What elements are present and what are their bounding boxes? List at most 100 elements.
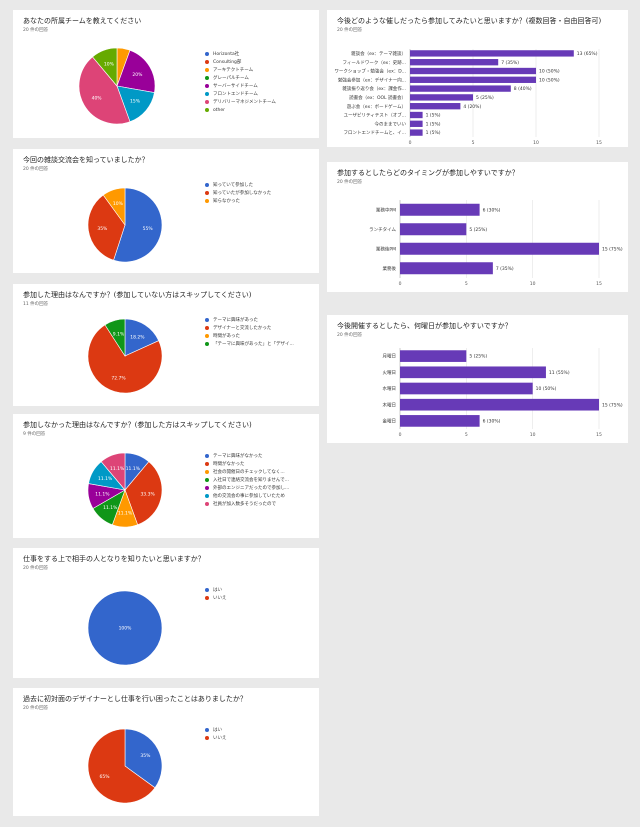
legend: Horizonta社 Consulting部 アーキテクトチーム グレーパルチーム サー… [205, 50, 276, 114]
legend-swatch [205, 108, 209, 112]
pie-chart-team: 20% 15% 40% 10% [78, 47, 156, 125]
legend-item: フロントエンドチーム [205, 90, 276, 98]
pie-slice [87, 728, 156, 804]
legend-item: いいえ [205, 734, 227, 742]
slice-label: 35% [140, 753, 151, 759]
legend-swatch [205, 326, 209, 330]
bar [400, 382, 533, 395]
legend-swatch [205, 502, 209, 506]
x-tick-label: 15 [596, 281, 602, 287]
bar [410, 50, 574, 57]
legend-item: Horizonta社 [205, 50, 276, 58]
bar-value-label: 10 (50%) [539, 69, 560, 75]
category-label: 遊ぶ会（ex：ボードゲーム） [347, 103, 406, 110]
bar [400, 350, 467, 362]
response-count: 20 件の回答 [337, 333, 363, 338]
chart-title: 参加した理由はなんですか？(参加していない方はスキップしてください) [23, 291, 252, 299]
legend-swatch [205, 454, 209, 458]
legend: テーマに興味がなかった 時間がなかった 社会の開催日のチェックしてなく... 入社日で… [205, 452, 289, 508]
x-tick-label: 0 [399, 281, 402, 287]
chart-title: 今回の雑談交流会を知っていましたか？ [23, 156, 149, 164]
bar [410, 94, 473, 101]
bar-value-label: 1 (5%) [426, 121, 441, 127]
category-label: 業務後PM [376, 245, 396, 252]
bar [400, 366, 546, 379]
bar [410, 59, 499, 66]
slice-label: 20% [132, 72, 143, 78]
slice-label: 65% [100, 774, 111, 780]
chart-title: 今後どのような催しだったら参加してみたいと思いますか？(複数回答・自由回答可) [337, 17, 602, 25]
legend-label: 知っていて参加した [213, 183, 254, 188]
legend-swatch [205, 486, 209, 490]
category-label: ワークショップ・勉強会（ex：D... [334, 68, 406, 75]
response-count: 20 件の回答 [337, 28, 363, 33]
legend-item: アーキテクトチーム [205, 66, 276, 74]
legend-label: 「テーマに興味があった」と「デザイ... [213, 342, 294, 347]
x-tick-label: 15 [596, 432, 602, 438]
legend-swatch [205, 596, 209, 600]
slice-label: 55% [143, 226, 154, 232]
response-count: 11 件の回答 [23, 302, 49, 307]
bar [400, 415, 480, 427]
bar-value-label: 10 (50%) [539, 77, 560, 83]
bar [400, 242, 599, 255]
bar-value-label: 5 (25%) [476, 95, 494, 101]
bar-value-label: 10 (50%) [536, 386, 557, 392]
legend-label: 他の交流会の事に参加していたため [213, 494, 285, 499]
x-tick-label: 5 [465, 281, 468, 287]
bar [400, 203, 480, 216]
pie-chart-designer: 35% 65% [87, 728, 163, 804]
bar-value-label: 6 (30%) [483, 419, 501, 425]
legend-swatch [205, 84, 209, 88]
x-tick-label: 5 [465, 432, 468, 438]
pie-chart-reason: 18.2% 72.7% 9.1% [87, 318, 163, 394]
legend-item: サーバーサイドチーム [205, 82, 276, 90]
bar-value-label: 1 (5%) [426, 130, 441, 136]
legend-label: フロントエンドチーム [213, 92, 258, 97]
legend-label: 社員が加入数多そうだったので [213, 502, 276, 507]
legend-item: はい [205, 586, 227, 594]
legend-label: いいえ [213, 736, 227, 741]
category-label: 勉強会参加（ex：デザイナー向... [338, 76, 406, 83]
bar [410, 120, 423, 127]
x-tick-label: 10 [533, 140, 539, 146]
slice-label: 11.1% [110, 466, 125, 472]
legend-item: other [205, 106, 276, 114]
response-count: 20 件の回答 [23, 167, 49, 172]
legend-label: はい [213, 588, 222, 593]
slice-label: 10% [113, 201, 124, 207]
legend-item: デリバリーマネジメントチーム [205, 98, 276, 106]
legend-swatch [205, 76, 209, 80]
legend-swatch [205, 342, 209, 346]
bar [400, 223, 467, 236]
bar [410, 76, 536, 83]
response-count: 20 件の回答 [337, 180, 363, 185]
legend-label: Horizonta社 [213, 52, 240, 57]
pie-chart-work: 100% [87, 590, 163, 666]
legend-item: 時間がなかった [205, 460, 289, 468]
category-label: 火曜日 [383, 370, 397, 376]
legend-swatch [205, 588, 209, 592]
category-label: 雑談振り返り会（ex：課金作... [342, 85, 406, 92]
legend-item: テーマに興味があった [205, 316, 294, 324]
slice-label: 40% [92, 95, 103, 101]
legend-label: デリバリーマネジメントチーム [213, 100, 276, 105]
category-label: フロントエンドチームと、イ... [344, 130, 406, 136]
legend-swatch [205, 68, 209, 72]
response-count: 20 件の回答 [23, 566, 49, 571]
legend-label: 知らなかった [213, 199, 240, 204]
legend-label: 社会の開催日のチェックしてなく... [213, 470, 285, 475]
bar-value-label: 5 (25%) [469, 354, 487, 360]
category-label: 業務後 [383, 265, 397, 272]
slice-label: 11.1% [126, 466, 141, 472]
pie-slice [87, 590, 163, 666]
slice-label: 35% [97, 226, 108, 232]
x-tick-label: 10 [530, 281, 536, 287]
pie-slice [78, 56, 131, 125]
legend-swatch [205, 478, 209, 482]
legend-item: デザイナーと交流したかった [205, 324, 294, 332]
bar [410, 129, 423, 136]
pie-slice [87, 324, 163, 394]
legend-label: 外部のエンジニアだったので参加し... [213, 486, 290, 491]
legend-item: 外部のエンジニアだったので参加し... [205, 484, 289, 492]
